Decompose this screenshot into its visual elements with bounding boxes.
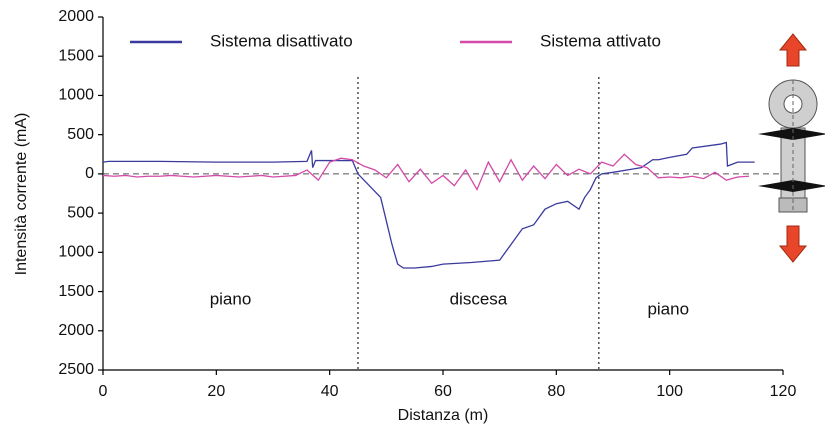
x-tick-label: 60 <box>434 383 452 400</box>
y-tick-label: 2500 <box>58 361 94 378</box>
y-tick-label: 2000 <box>58 322 94 339</box>
x-tick-label: 120 <box>770 383 797 400</box>
x-tick-label: 100 <box>656 383 683 400</box>
series-line <box>102 141 755 269</box>
x-tick-label: 80 <box>547 383 565 400</box>
y-tick-label: 0 <box>85 165 94 182</box>
y-tick-label: 500 <box>67 126 94 143</box>
x-tick-label: 20 <box>207 383 225 400</box>
legend-label: Sistema attivato <box>540 31 661 50</box>
region-label: piano <box>647 299 689 318</box>
region-label: discesa <box>450 289 508 308</box>
x-axis-label: Distanza (m) <box>398 407 489 424</box>
y-tick-label: 1000 <box>58 244 94 261</box>
series-line <box>102 153 750 192</box>
x-tick-label: 0 <box>99 383 108 400</box>
y-axis-label: Intensità corrente (mA) <box>13 113 30 276</box>
y-tick-label: 1000 <box>58 87 94 104</box>
x-tick-label: 40 <box>321 383 339 400</box>
y-tick-label: 500 <box>67 204 94 221</box>
icon <box>758 33 825 263</box>
y-tick-label: 1500 <box>58 47 94 64</box>
legend-label: Sistema disattivato <box>210 31 353 50</box>
region-label: piano <box>210 289 252 308</box>
y-tick-label: 1500 <box>58 283 94 300</box>
y-tick-label: 2000 <box>58 8 94 25</box>
